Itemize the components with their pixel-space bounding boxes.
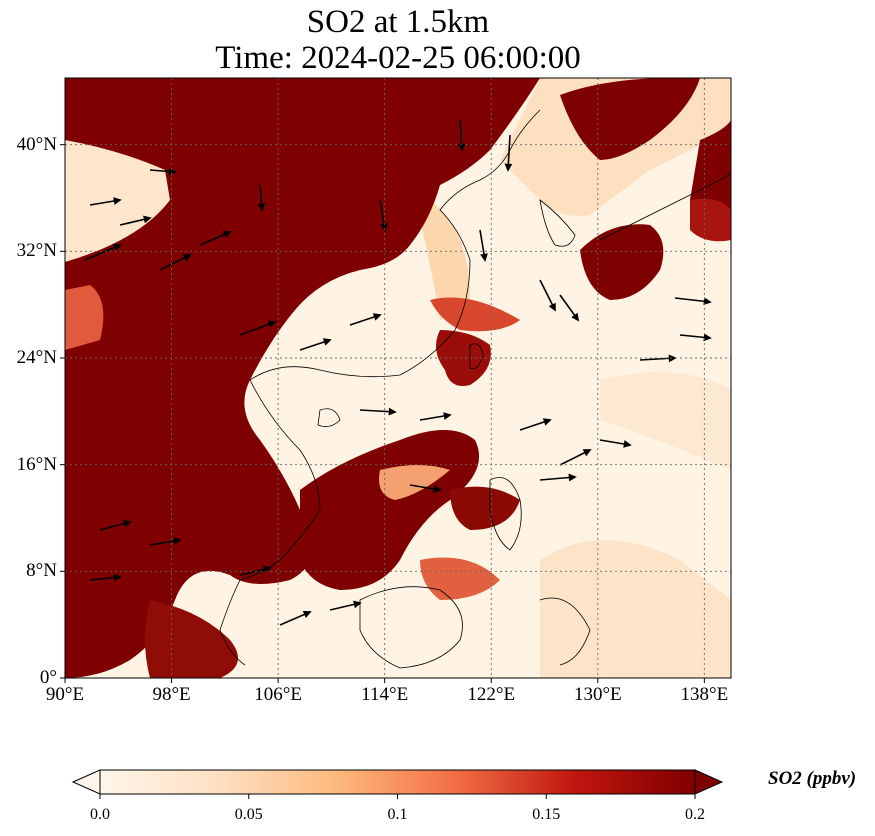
so2-low-patch-e: [600, 372, 731, 470]
lon-tick-label: 98°E: [152, 684, 191, 705]
so2-mid-patch-coast: [420, 200, 470, 320]
wind-arrowhead: [433, 485, 442, 493]
lat-tick-label: 0°: [39, 667, 57, 688]
lat-tick-label: 24°N: [16, 347, 57, 368]
so2-high-korea-japan: [580, 224, 664, 300]
lon-tick-label: 106°E: [254, 684, 302, 705]
lat-tick-label: 32°N: [16, 240, 57, 262]
wind-arrowhead: [443, 412, 452, 420]
colorbar-tick-marks: [99, 794, 696, 799]
wind-arrowhead: [372, 313, 382, 321]
so2-high-japan: [690, 198, 731, 242]
wind-arrowhead: [322, 338, 332, 346]
wind-arrowhead: [263, 565, 272, 574]
wind-arrowhead: [113, 197, 122, 205]
indochina-coastline: [219, 379, 321, 666]
colorbar-tick-label: 0.05: [234, 806, 263, 823]
colorbar-tick-label: 0.15: [532, 806, 561, 823]
colorbar-tick-label: 0.2: [685, 806, 705, 823]
borneo-outline: [359, 586, 463, 669]
wind-arrowhead: [302, 610, 312, 619]
so2-high-malay: [145, 600, 238, 678]
map-subtitle: Time: 2024-02-25 06:00:00: [215, 40, 581, 76]
wind-arrowhead: [703, 297, 712, 306]
colorbar-tick-label: 0.1: [387, 806, 408, 823]
luzon-outline: [489, 477, 522, 551]
wind-arrowhead: [548, 302, 556, 312]
wind-arrowhead: [168, 167, 177, 176]
wind-vector: [239, 321, 276, 336]
wind-arrowhead: [480, 253, 488, 262]
lon-tick-label: 138°E: [680, 684, 729, 705]
so2-low-patch-se: [540, 540, 731, 678]
wind-arrowhead: [173, 537, 182, 545]
colorbar-extend-min: [71, 769, 101, 795]
wind-arrowhead: [668, 354, 677, 363]
wind-arrowhead: [388, 407, 397, 416]
wind-arrowhead: [257, 203, 266, 212]
wind-arrowhead: [542, 418, 552, 426]
wind-arrowhead: [267, 320, 277, 328]
so2-field: [65, 78, 731, 678]
colorbar: [71, 769, 724, 799]
korea-outline: [539, 199, 576, 247]
colorbar-tick-label: 0.0: [90, 806, 110, 823]
wind-vectors: [84, 119, 712, 626]
wind-arrowhead: [113, 573, 122, 582]
wind-arrowhead: [182, 254, 192, 262]
map-frame: [64, 77, 732, 679]
so2-high-region-mainland: [65, 78, 540, 678]
wind-arrowhead: [222, 230, 232, 239]
wind-arrowhead: [380, 223, 388, 232]
wind-arrowhead: [582, 449, 592, 457]
lon-tick-label: 90°E: [45, 684, 85, 705]
wind-arrowhead: [123, 519, 132, 528]
axis-tick-marks: [60, 144, 705, 683]
wind-arrowhead: [112, 243, 122, 252]
taiwan-outline: [469, 343, 484, 370]
japan-outline: [599, 169, 731, 241]
lon-tick-label: 114°E: [361, 684, 409, 705]
wind-arrowhead: [504, 163, 513, 172]
so2-mid-ecs: [430, 297, 520, 332]
wind-arrowhead: [623, 440, 632, 448]
colorbar-body: [100, 770, 695, 794]
wind-arrowhead: [571, 312, 580, 322]
wind-arrowhead: [353, 600, 362, 609]
lon-tick-label: 130°E: [573, 684, 622, 705]
so2-high-luzon: [450, 486, 520, 530]
colorbar-extend-max: [694, 769, 724, 795]
wind-arrowhead: [143, 215, 152, 224]
lat-tick-label: 16°N: [16, 453, 57, 475]
map-title: SO2 at 1.5km: [306, 4, 490, 40]
coastlines: [219, 109, 731, 669]
lat-tick-label: 8°N: [26, 560, 57, 582]
wind-vector: [84, 244, 121, 261]
china-coastline: [249, 109, 541, 381]
wind-arrowhead: [568, 473, 577, 482]
map-gridlines: [65, 78, 731, 678]
so2-mid-scs-gap: [379, 465, 450, 500]
hainan-outline: [317, 408, 341, 428]
colorbar-label: SO2 (ppbv): [768, 768, 857, 789]
so2-mid-borneo: [420, 557, 500, 600]
lon-tick-label: 122°E: [467, 684, 516, 705]
so2-high-ne-1: [560, 78, 700, 160]
so2-mid-west: [65, 285, 104, 350]
lat-tick-label: 40°N: [16, 133, 57, 155]
sulawesi-outline: [539, 597, 591, 666]
wind-arrowhead: [703, 333, 712, 342]
